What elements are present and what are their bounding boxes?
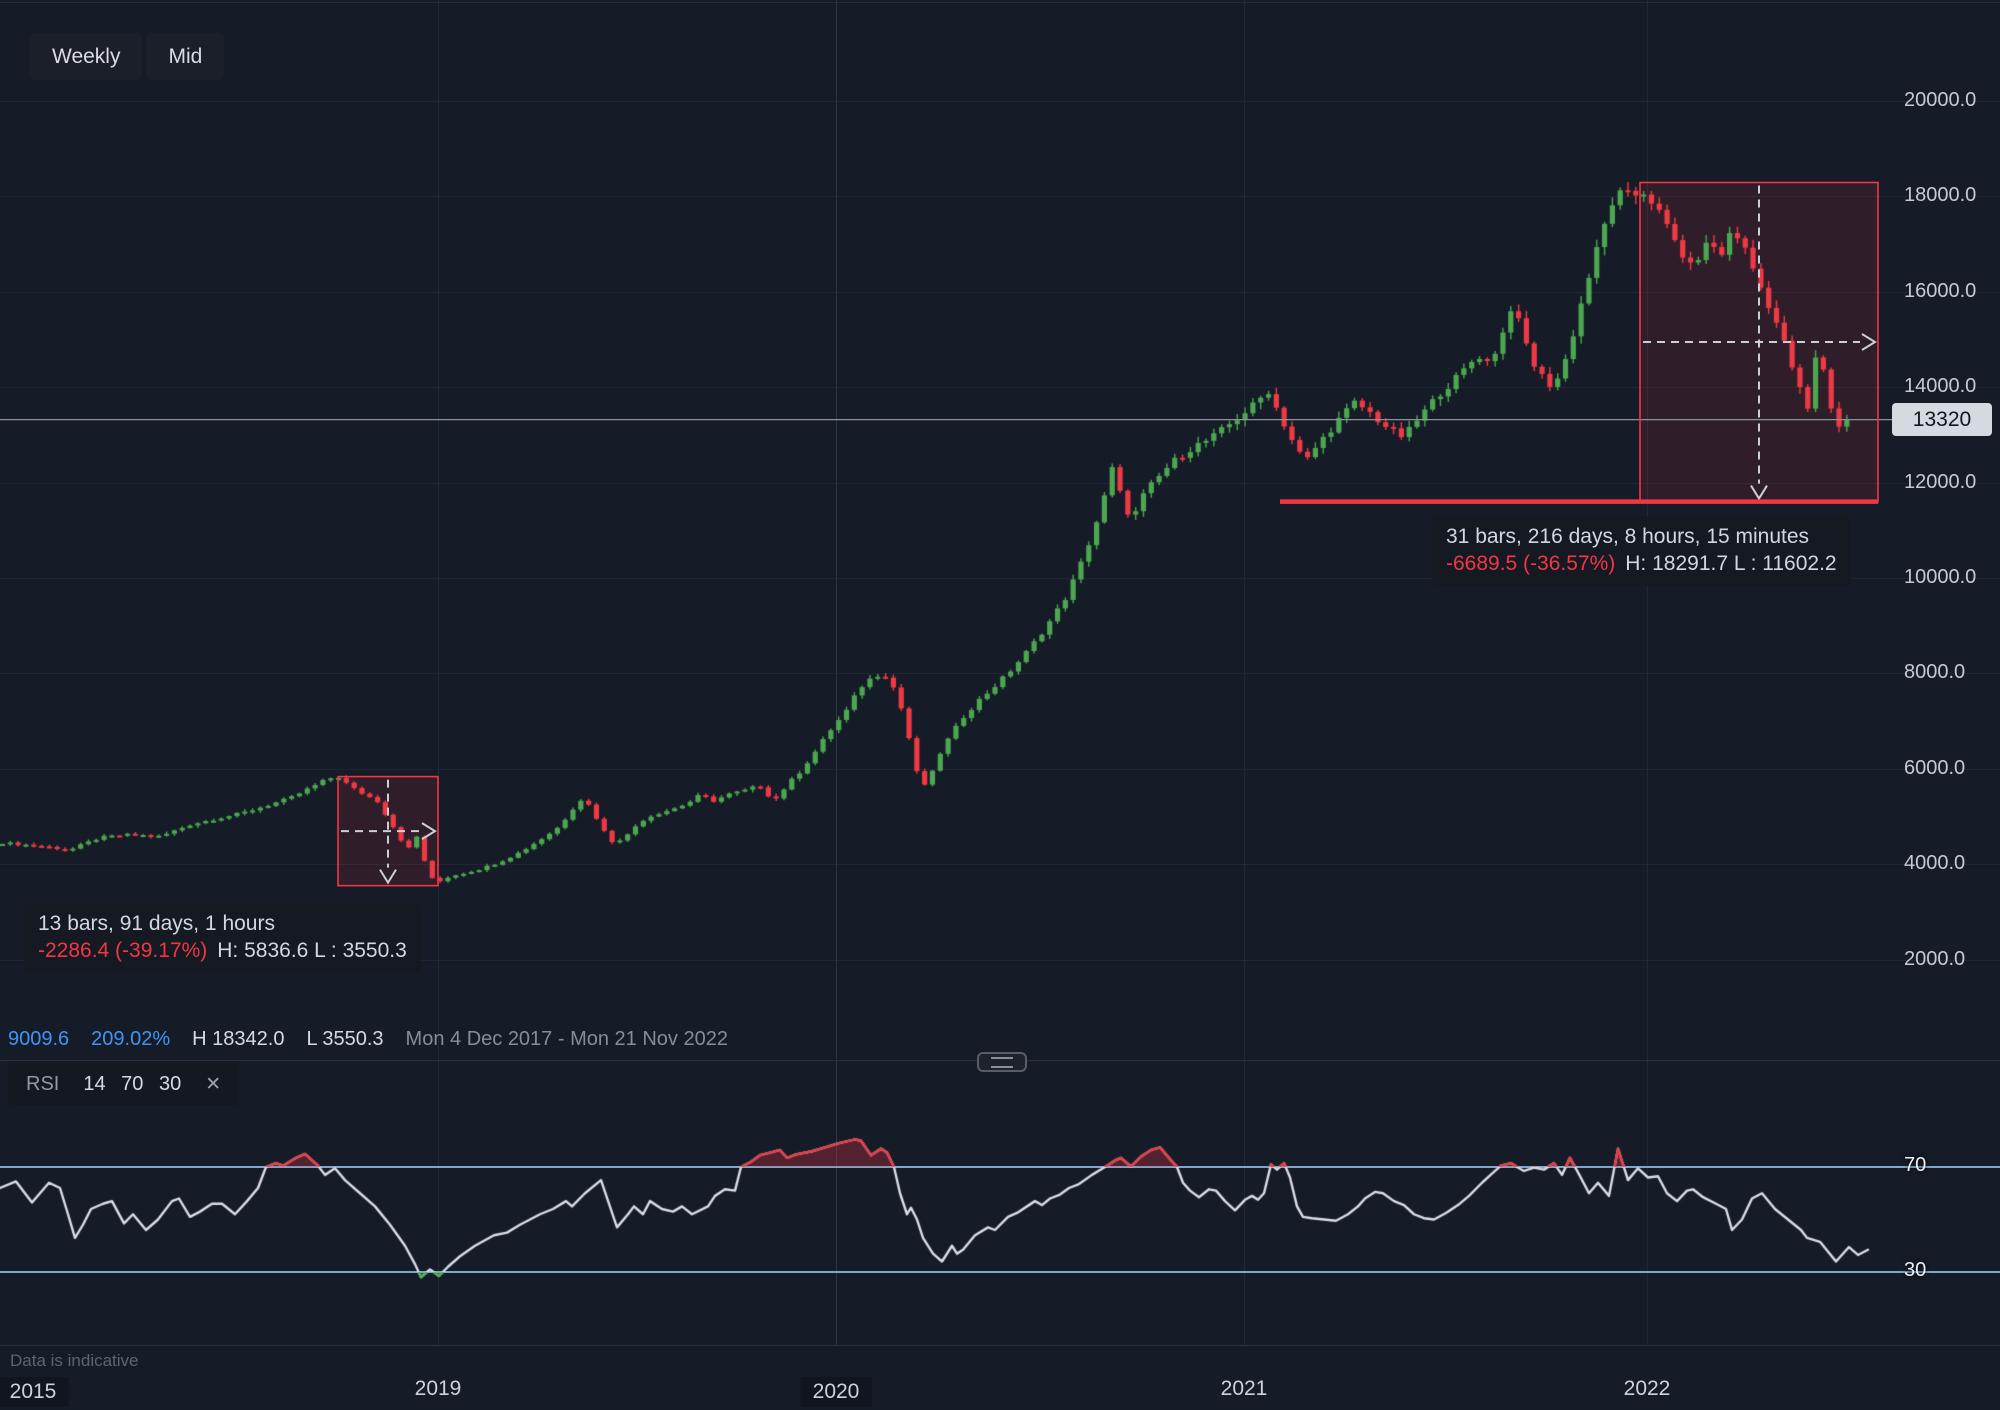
price-tick-label: 8000.0 [1904, 661, 1966, 684]
last-price-label: 13320 [1892, 403, 1992, 437]
year-tick-label: 2020 [800, 1377, 872, 1407]
measure-tooltip-bars: 31 bars, 216 days, 8 hours, 15 minutes [1446, 525, 1810, 548]
rsi-indicator-params: 14 70 30 [83, 1072, 182, 1095]
price-tick-label: 6000.0 [1904, 756, 1966, 779]
measure-tooltip-highlow: H: 18291.7 L : 11602.2 [1625, 552, 1837, 575]
measure-tooltip-change: -6689.5 (-36.57%) [1446, 552, 1616, 575]
pane-resize-handle[interactable] [977, 1052, 1027, 1072]
measure-tooltip-bars: 13 bars, 91 days, 1 hours [38, 912, 275, 935]
legend-date-range: Mon 4 Dec 2017 - Mon 21 Nov 2022 [405, 1028, 728, 1050]
price-axis[interactable]: 70 30 13320 20000.0 18000.0 16000.0 14000.0… [1890, 0, 2000, 1345]
legend-change-percent: 209.02% [91, 1028, 171, 1050]
price-tick-label: 16000.0 [1904, 279, 1977, 302]
legend-low: L 3550.3 [306, 1028, 384, 1050]
rsi-close-icon[interactable]: ✕ [205, 1073, 222, 1095]
rsi-lower-level-label: 30 [1904, 1259, 1927, 1281]
price-type-button[interactable]: Mid [146, 33, 225, 80]
legend-high: H 18342.0 [192, 1028, 285, 1050]
time-axis-border [0, 1345, 2000, 1346]
price-tick-label: 18000.0 [1904, 184, 1977, 207]
timeframe-button[interactable]: Weekly [30, 33, 143, 80]
measure-tooltip-highlow: H: 5836.6 L : 3550.3 [217, 939, 407, 962]
year-tick-label: 2021 [1220, 1377, 1268, 1400]
price-tick-label: 10000.0 [1904, 566, 1977, 588]
price-tick-label: 2000.0 [1904, 947, 1966, 970]
price-tick-label: 14000.0 [1904, 375, 1977, 398]
data-indicative-note: Data is indicative [10, 1351, 139, 1370]
year-tick-label: 2015 [0, 1377, 69, 1407]
measure-tooltip-2018: 13 bars, 91 days, 1 hours -2286.4 (-39.1… [24, 903, 421, 973]
ohlc-legend: 9009.6 209.02% H 18342.0 L 3550.3 Mon 4 … [8, 1028, 728, 1051]
price-tick-label: 12000.0 [1904, 470, 1977, 493]
measure-tooltip-2022: 31 bars, 216 days, 8 hours, 15 minutes -… [1432, 516, 1851, 586]
rsi-upper-level-label: 70 [1904, 1154, 1927, 1176]
price-tick-label: 20000.0 [1904, 89, 1977, 111]
drag-handle-icon [991, 1056, 1013, 1068]
price-tick-label: 4000.0 [1904, 852, 1966, 875]
legend-value: 9009.6 [8, 1028, 70, 1050]
time-axis[interactable]: Data is indicative 2015 2019 2020 2021 2022 [0, 1345, 2000, 1410]
measure-tooltip-change: -2286.4 (-39.17%) [38, 939, 208, 962]
rsi-indicator-name: RSI [26, 1072, 60, 1095]
chart-toolbar: Weekly Mid [30, 33, 225, 80]
year-tick-label: 2022 [1623, 1377, 1671, 1400]
year-tick-label: 2019 [414, 1377, 462, 1400]
rsi-legend: RSI 14 70 30 ✕ [8, 1063, 240, 1105]
